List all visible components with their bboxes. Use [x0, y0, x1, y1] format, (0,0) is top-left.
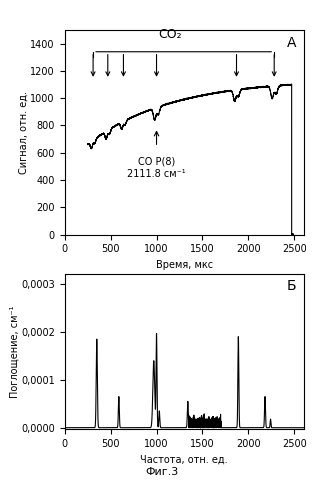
- X-axis label: Время, мкс: Время, мкс: [156, 260, 213, 270]
- Text: Фиг.3: Фиг.3: [145, 467, 178, 477]
- Y-axis label: Сигнал, отн. ед.: Сигнал, отн. ед.: [19, 91, 29, 174]
- X-axis label: Частота, отн. ед.: Частота, отн. ед.: [140, 455, 228, 465]
- Text: А: А: [287, 36, 297, 50]
- Y-axis label: Поглощение, см⁻¹: Поглощение, см⁻¹: [10, 305, 20, 398]
- Text: CO P(8)
2111.8 см⁻¹: CO P(8) 2111.8 см⁻¹: [127, 157, 186, 179]
- Text: Б: Б: [287, 279, 297, 293]
- Text: CO₂: CO₂: [159, 28, 182, 41]
